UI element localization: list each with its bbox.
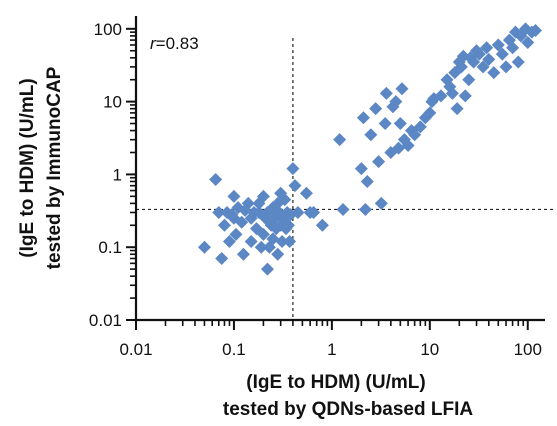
- data-point: [379, 86, 393, 100]
- data-point: [389, 95, 403, 109]
- data-point: [356, 111, 370, 125]
- x-axis-title-line1: (IgE to HDM) (U/mL): [246, 372, 425, 393]
- data-point: [506, 41, 520, 55]
- x-tick-label: 0.1: [222, 340, 246, 359]
- ticks-layer: 0.01 0.01 0.1 0.1 1 1 10 10 100 100: [89, 20, 542, 359]
- data-point: [229, 227, 243, 241]
- data-point: [256, 189, 270, 203]
- x-axis-title-line2: tested by QDNs-based LFIA: [223, 399, 473, 420]
- data-point: [209, 173, 223, 187]
- data-point: [472, 47, 486, 61]
- data-point: [480, 41, 494, 55]
- y-axis-title-line2: tested by ImmunoCAP: [44, 66, 65, 269]
- data-point: [511, 55, 525, 69]
- data-point: [462, 73, 476, 87]
- data-point: [354, 162, 368, 176]
- x-tick-label: 0.01: [119, 340, 152, 359]
- data-point: [467, 55, 481, 69]
- data-point: [393, 117, 407, 131]
- data-point: [482, 52, 496, 66]
- x-tick-label: 100: [514, 340, 542, 359]
- y-tick-label: 0.01: [89, 311, 122, 330]
- data-point: [395, 82, 409, 96]
- data-point: [487, 66, 501, 80]
- data-point: [369, 102, 383, 116]
- data-point: [495, 47, 509, 61]
- data-point: [241, 196, 255, 210]
- data-point: [521, 35, 535, 49]
- data-point: [374, 196, 388, 210]
- data-point: [333, 133, 347, 147]
- data-point: [491, 38, 505, 52]
- data-point: [244, 234, 258, 248]
- x-tick-label: 10: [420, 340, 439, 359]
- data-point: [454, 60, 468, 74]
- data-point: [256, 227, 270, 241]
- data-point: [423, 106, 437, 120]
- data-point: [450, 102, 464, 116]
- data-point: [236, 247, 250, 261]
- data-point: [392, 141, 406, 155]
- data-point: [336, 202, 350, 216]
- data-point: [476, 60, 490, 74]
- data-point: [271, 247, 285, 261]
- data-point: [401, 138, 415, 152]
- data-point: [197, 240, 211, 254]
- data-point: [222, 234, 236, 248]
- data-point: [217, 218, 231, 232]
- data-point: [413, 120, 427, 134]
- y-tick-label: 100: [94, 20, 122, 39]
- data-point: [529, 23, 543, 37]
- data-point: [254, 240, 268, 254]
- y-tick-label: 0.1: [98, 238, 122, 257]
- data-point: [281, 218, 295, 232]
- y-tick-label: 10: [103, 93, 122, 112]
- data-point: [266, 232, 280, 246]
- data-point: [278, 193, 292, 207]
- data-point: [299, 186, 313, 200]
- data-point: [445, 86, 459, 100]
- data-point: [358, 202, 372, 216]
- correlation-annotation: r=0.83: [150, 34, 199, 53]
- annotation-value: =0.83: [156, 34, 199, 53]
- annotation-r: r: [150, 34, 157, 53]
- data-point: [235, 215, 249, 229]
- grid-layer: [136, 38, 555, 320]
- data-point: [286, 162, 300, 176]
- data-point: [307, 205, 321, 219]
- data-point: [499, 60, 513, 74]
- data-point: [315, 218, 329, 232]
- y-axis-title-line1: (IgE to HDM) (U/mL): [17, 78, 38, 257]
- data-point: [275, 234, 289, 248]
- y-tick-label: 1: [113, 165, 122, 184]
- data-point: [212, 205, 226, 219]
- data-point: [215, 251, 229, 265]
- data-point: [360, 174, 374, 188]
- data-point: [364, 128, 378, 142]
- data-point: [260, 262, 274, 276]
- data-point: [288, 179, 302, 193]
- x-tick-label: 1: [327, 340, 336, 359]
- data-point: [458, 89, 472, 103]
- data-point: [378, 117, 392, 131]
- data-point: [227, 189, 241, 203]
- data-point: [408, 128, 422, 142]
- data-point: [434, 89, 448, 103]
- data-point: [372, 155, 386, 169]
- data-point: [283, 234, 297, 248]
- points-layer: [197, 22, 543, 276]
- data-point: [291, 205, 305, 219]
